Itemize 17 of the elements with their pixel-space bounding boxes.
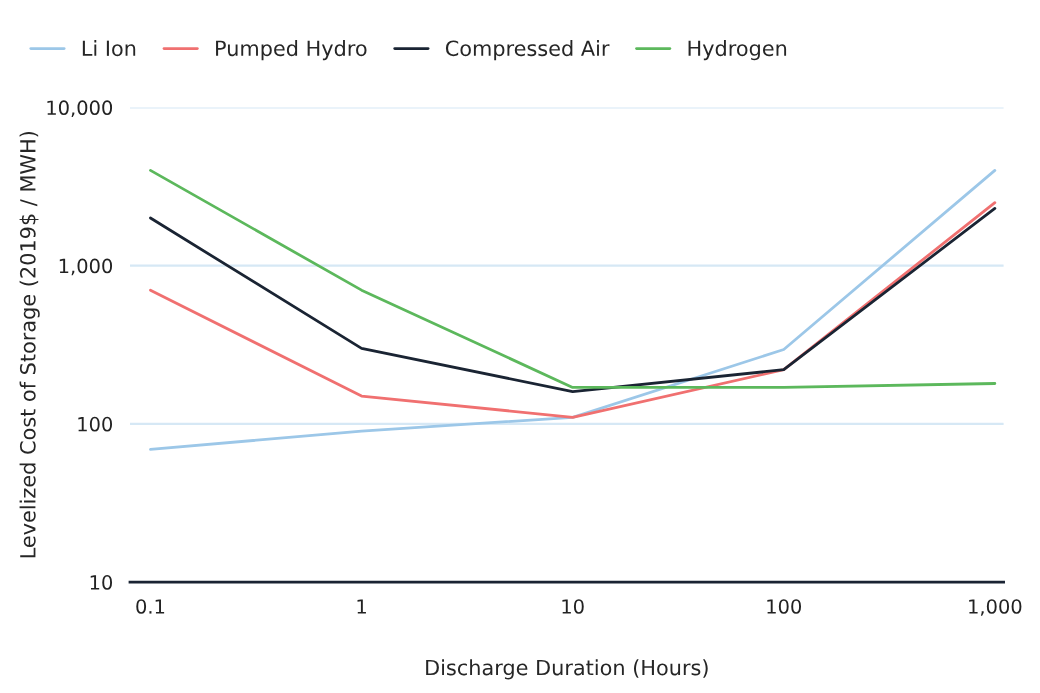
x-tick-label: 0.1 xyxy=(136,599,165,614)
legend-label: Compressed Air xyxy=(445,40,610,61)
y-tick-label: 1,000 xyxy=(59,258,113,276)
y-tick-label: 10,000 xyxy=(47,100,113,118)
x-axis-title: Discharge Duration (Hours) xyxy=(426,659,708,680)
line-series xyxy=(149,168,997,389)
y-tick-label: 10 xyxy=(90,575,113,590)
x-tick-label: 100 xyxy=(767,599,802,614)
x-tick-label: 1 xyxy=(357,599,366,614)
legend-label: Pumped Hydro xyxy=(216,40,367,61)
y-axis-title: Levelized Cost of Storage (2019$ / MWH) xyxy=(19,131,40,558)
x-tick-label: 10 xyxy=(562,599,584,614)
legend-label: Hydrogen xyxy=(688,40,787,61)
x-tick-label: 1,000 xyxy=(969,599,1022,616)
line-series xyxy=(149,168,997,451)
legend-label: Li Ion xyxy=(82,40,136,57)
y-tick-label: 100 xyxy=(78,416,113,432)
